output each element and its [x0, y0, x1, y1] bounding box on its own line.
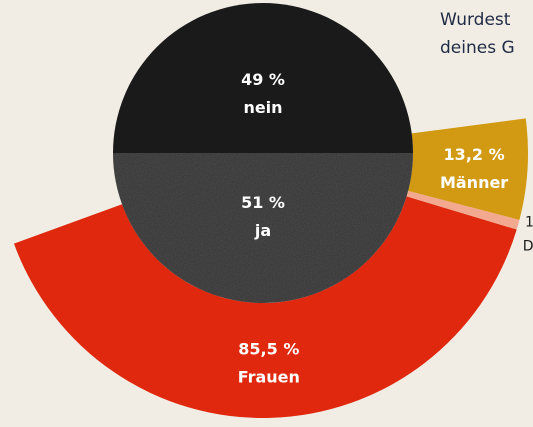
donut-slice-m-nner [408, 118, 529, 220]
data-label-divers-value: 1,3 % [525, 214, 533, 230]
data-label-ja-name: ja [254, 221, 271, 240]
data-label-nein-name: nein [243, 98, 282, 117]
donut-slice-frauen [13, 196, 517, 418]
data-label-divers-name: Divers [523, 238, 533, 254]
title-line-2: deines G [440, 38, 515, 58]
data-label-frauen-name: Frauen [238, 367, 300, 386]
pie-slice-nein [113, 3, 413, 153]
data-label-m-nner-name: Männer [440, 173, 508, 192]
title-line-1: Wurdest [440, 10, 511, 30]
data-label-frauen-value: 85,5 % [238, 339, 299, 358]
data-label-ja-value: 51 % [241, 193, 285, 212]
data-label-nein-value: 49 % [241, 70, 285, 89]
donut-slice-divers [406, 190, 520, 230]
pie-slice-ja [113, 153, 413, 303]
data-label-m-nner-value: 13,2 % [444, 145, 505, 164]
